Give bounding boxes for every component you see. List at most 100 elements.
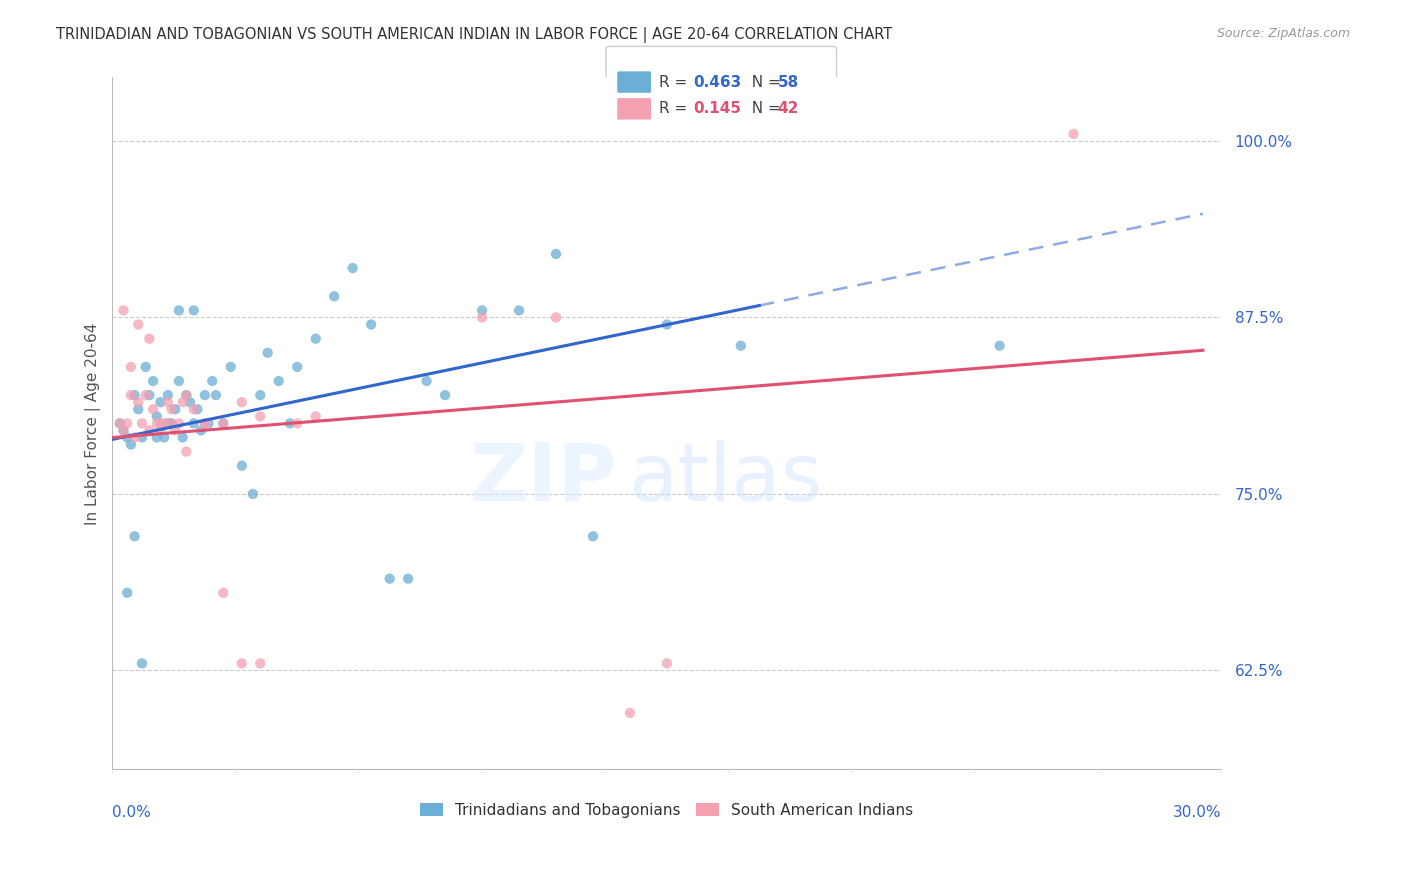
Point <box>138 424 160 438</box>
Point <box>267 374 290 388</box>
Point <box>197 417 219 431</box>
Point <box>219 359 242 374</box>
Point <box>342 261 364 276</box>
Text: ZIP: ZIP <box>470 440 617 517</box>
Point <box>112 424 135 438</box>
Point <box>115 417 138 431</box>
Point <box>212 417 235 431</box>
Point <box>582 529 605 543</box>
Point <box>183 303 205 318</box>
Point <box>146 417 169 431</box>
Point <box>205 388 228 402</box>
Point <box>108 417 131 431</box>
Point <box>142 374 165 388</box>
Text: 0.0%: 0.0% <box>112 805 152 820</box>
Point <box>167 303 190 318</box>
Point <box>138 332 160 346</box>
Point <box>172 395 194 409</box>
Point <box>127 402 149 417</box>
Point <box>194 388 217 402</box>
Point <box>305 409 328 424</box>
Point <box>323 289 346 303</box>
Point <box>120 437 142 451</box>
Point <box>194 417 217 431</box>
Point <box>194 417 217 431</box>
Point <box>305 332 328 346</box>
Point <box>165 424 187 438</box>
Text: 0.463: 0.463 <box>693 75 741 89</box>
Point <box>285 359 308 374</box>
Point <box>127 318 149 332</box>
Point <box>131 430 153 444</box>
Point <box>172 430 194 444</box>
Point <box>176 444 198 458</box>
Point <box>165 402 187 417</box>
Point <box>176 388 198 402</box>
Point <box>135 359 157 374</box>
Point <box>231 657 253 671</box>
Point <box>249 388 271 402</box>
Point <box>142 402 165 417</box>
Point <box>115 430 138 444</box>
Point <box>183 402 205 417</box>
Point <box>131 657 153 671</box>
Text: 42: 42 <box>778 102 799 116</box>
Point <box>360 318 382 332</box>
Point <box>149 417 172 431</box>
Point <box>471 310 494 325</box>
Point <box>212 417 235 431</box>
Point <box>115 586 138 600</box>
Legend: Trinidadians and Tobagonians, South American Indians: Trinidadians and Tobagonians, South Amer… <box>415 797 920 824</box>
Point <box>278 417 301 431</box>
Y-axis label: In Labor Force | Age 20-64: In Labor Force | Age 20-64 <box>86 322 101 524</box>
Point <box>167 374 190 388</box>
Point <box>249 409 271 424</box>
Point <box>160 417 183 431</box>
Point <box>108 417 131 431</box>
Point <box>160 417 183 431</box>
Point <box>655 318 678 332</box>
Text: R =: R = <box>659 75 693 89</box>
Point <box>508 303 530 318</box>
Text: 58: 58 <box>778 75 799 89</box>
Point <box>212 586 235 600</box>
Point <box>124 529 146 543</box>
Text: 30.0%: 30.0% <box>1173 805 1222 820</box>
Point <box>146 409 169 424</box>
Point <box>124 430 146 444</box>
Text: TRINIDADIAN AND TOBAGONIAN VS SOUTH AMERICAN INDIAN IN LABOR FORCE | AGE 20-64 C: TRINIDADIAN AND TOBAGONIAN VS SOUTH AMER… <box>56 27 893 43</box>
Text: N =: N = <box>742 102 786 116</box>
Point <box>146 430 169 444</box>
Point <box>231 395 253 409</box>
Point <box>153 417 176 431</box>
Point <box>120 359 142 374</box>
Text: R =: R = <box>659 102 693 116</box>
Point <box>285 417 308 431</box>
Point <box>135 388 157 402</box>
Point <box>149 395 172 409</box>
Point <box>434 388 457 402</box>
Point <box>396 572 419 586</box>
Text: Source: ZipAtlas.com: Source: ZipAtlas.com <box>1216 27 1350 40</box>
Point <box>988 339 1011 353</box>
Point <box>242 487 264 501</box>
Point <box>655 657 678 671</box>
Text: N =: N = <box>742 75 786 89</box>
Point <box>231 458 253 473</box>
Point <box>471 303 494 318</box>
Point <box>619 706 641 720</box>
Point <box>179 395 201 409</box>
Point <box>544 310 567 325</box>
Text: atlas: atlas <box>628 440 823 517</box>
Point <box>190 424 212 438</box>
Point <box>138 388 160 402</box>
Point <box>167 417 190 431</box>
Point <box>149 424 172 438</box>
Text: 0.145: 0.145 <box>693 102 741 116</box>
Point <box>131 417 153 431</box>
Point <box>176 388 198 402</box>
Point <box>183 417 205 431</box>
Point <box>1063 127 1085 141</box>
Point <box>156 395 179 409</box>
Point <box>112 424 135 438</box>
